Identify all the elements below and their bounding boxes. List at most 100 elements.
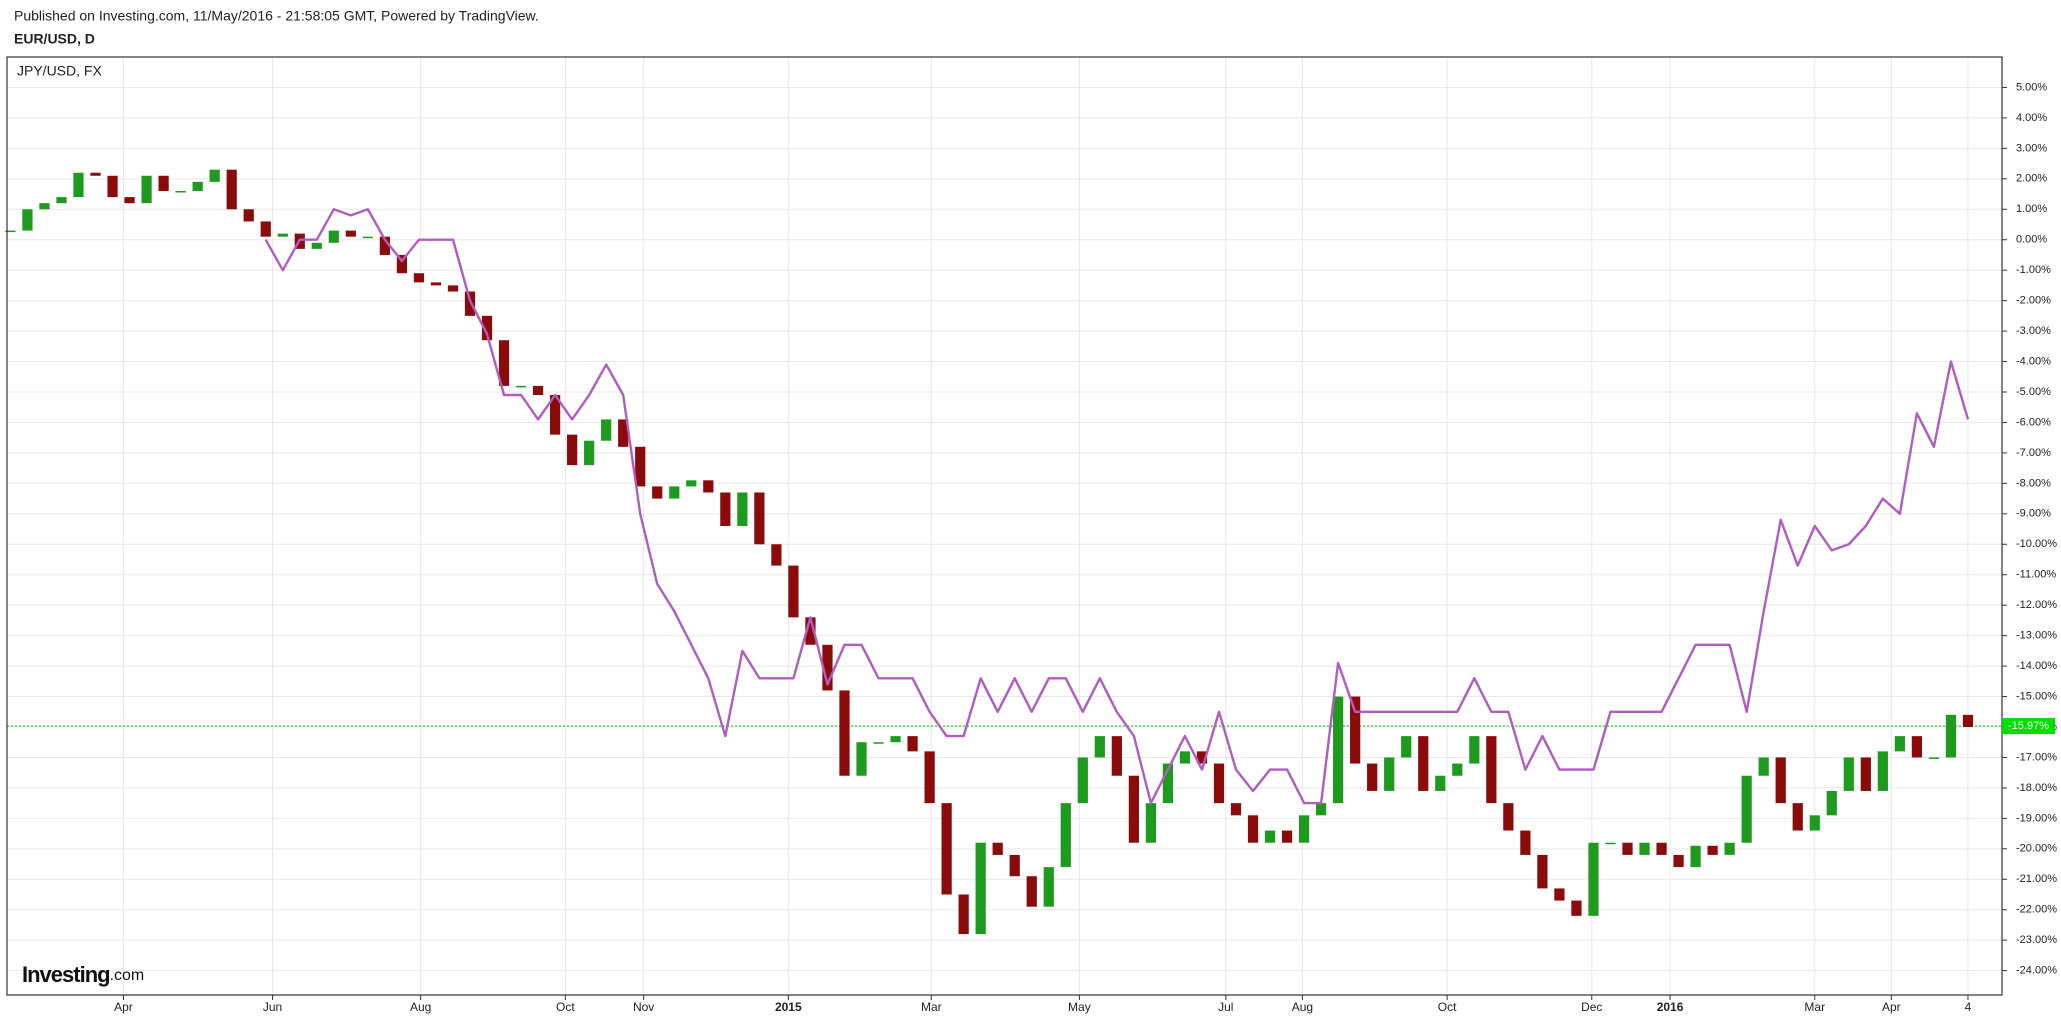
candle: [498, 340, 510, 386]
candle: [1196, 751, 1208, 764]
watermark-suffix: .com: [110, 967, 145, 984]
candle: [447, 285, 459, 292]
candle: [141, 175, 152, 204]
y-tick-label: -2.00%: [2016, 295, 2051, 307]
y-tick-label: -3.00%: [2016, 325, 2051, 337]
x-tick-label: Oct: [556, 1000, 575, 1014]
x-tick-label: 2015: [775, 1000, 802, 1014]
candle: [1333, 696, 1344, 804]
candle: [1281, 830, 1293, 843]
y-tick-label: 3.00%: [2016, 142, 2047, 154]
candle: [1894, 736, 1905, 752]
candle: [550, 395, 561, 435]
y-tick-label: -6.00%: [2016, 416, 2051, 428]
candle: [413, 273, 425, 283]
candle: [1401, 736, 1412, 758]
candle: [1179, 751, 1191, 764]
candle: [669, 486, 680, 499]
candle: [22, 209, 33, 231]
candle: [788, 565, 799, 618]
y-tick-label: -7.00%: [2016, 447, 2051, 459]
candle: [1418, 736, 1429, 791]
candle: [1247, 815, 1259, 843]
x-tick-label: May: [1068, 1000, 1091, 1014]
candle: [839, 690, 850, 776]
candle: [1962, 714, 1974, 727]
candle: [124, 197, 135, 204]
candle: [567, 434, 578, 466]
candle: [1213, 763, 1225, 804]
chart-title: Published on Investing.com, 11/May/2016 …: [14, 8, 539, 24]
y-tick-label: -1.00%: [2016, 264, 2051, 276]
candle: [771, 544, 782, 566]
y-tick-label: -19.00%: [2016, 812, 2057, 824]
candle: [1554, 888, 1565, 901]
candle: [1707, 845, 1718, 855]
y-tick-label: -21.00%: [2016, 873, 2057, 885]
candle: [1639, 842, 1650, 855]
candle: [958, 894, 969, 935]
candle: [345, 230, 356, 237]
x-tick-label: Oct: [1438, 1000, 1457, 1014]
y-tick-label: 1.00%: [2016, 203, 2047, 215]
candle: [1060, 803, 1071, 868]
y-tick-label: -23.00%: [2016, 934, 2057, 946]
y-tick-label: -10.00%: [2016, 538, 2057, 550]
candle: [703, 480, 714, 493]
candle: [1026, 876, 1037, 907]
candle: [856, 742, 867, 776]
candle: [873, 742, 884, 744]
plot-area: [5, 57, 2002, 995]
candle: [924, 751, 935, 804]
candle: [209, 169, 220, 182]
candle: [601, 419, 612, 441]
y-tick-label: 4.00%: [2016, 112, 2047, 124]
candle: [260, 221, 271, 237]
y-tick-label: -17.00%: [2016, 751, 2057, 763]
candle: [481, 315, 493, 341]
x-tick-label: Jul: [1218, 1000, 1233, 1014]
compare-series-name: JPY/USD, FX: [17, 63, 102, 79]
candle: [1469, 736, 1480, 764]
candle: [1128, 775, 1139, 843]
watermark: Investing.com: [22, 962, 144, 987]
candle: [1860, 757, 1871, 791]
candle: [1298, 815, 1310, 843]
candle: [635, 446, 646, 487]
x-tick-label: Aug: [410, 1000, 431, 1014]
candle: [1264, 830, 1276, 843]
y-tick-label: 2.00%: [2016, 173, 2047, 185]
candle: [1656, 842, 1667, 855]
watermark-name: Investing: [22, 962, 110, 987]
y-tick-label: -20.00%: [2016, 843, 2057, 855]
candle: [890, 736, 901, 743]
candle: [1367, 763, 1378, 791]
y-tick-label: 5.00%: [2016, 81, 2047, 93]
candle: [975, 842, 986, 935]
candle: [822, 644, 833, 691]
x-tick-label: Nov: [633, 1000, 654, 1014]
candle: [1724, 842, 1735, 855]
candle: [1877, 751, 1888, 791]
x-tick-label: Aug: [1292, 1000, 1313, 1014]
candle: [1537, 854, 1548, 889]
candle: [430, 282, 442, 286]
candle: [1520, 830, 1531, 855]
candle: [1911, 736, 1922, 758]
candle: [243, 209, 254, 222]
candle: [1043, 867, 1054, 907]
candle: [532, 385, 544, 396]
candle: [720, 492, 731, 526]
candle: [1145, 803, 1156, 843]
candle: [73, 172, 84, 198]
x-tick-label: Dec: [1581, 1000, 1602, 1014]
candle: [1486, 736, 1497, 804]
y-tick-label: -9.00%: [2016, 508, 2051, 520]
candle: [39, 203, 50, 210]
y-tick-label: -14.00%: [2016, 660, 2057, 672]
candle: [515, 385, 527, 388]
y-tick-label: -13.00%: [2016, 630, 2057, 642]
x-tick-label: Jun: [263, 1000, 282, 1014]
candle: [652, 486, 663, 499]
candle: [56, 197, 67, 204]
